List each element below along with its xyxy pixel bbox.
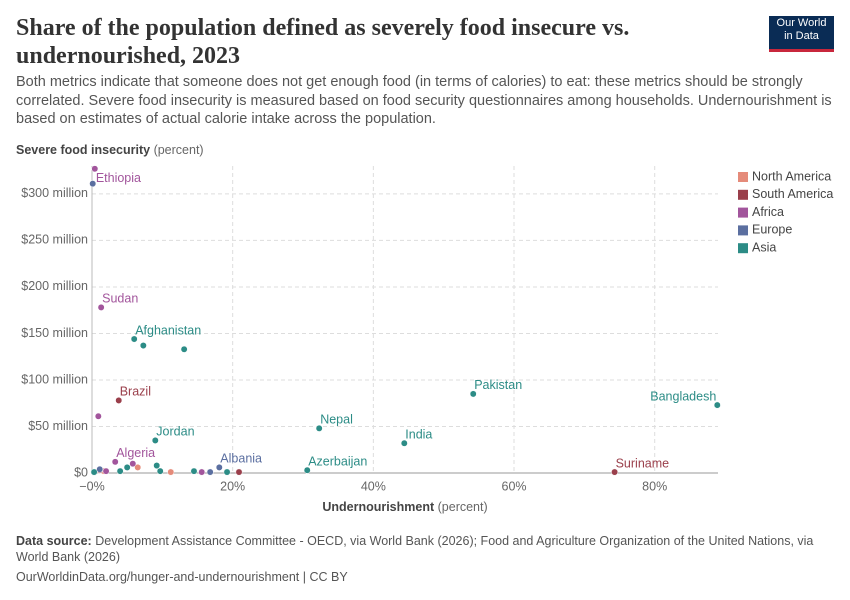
point-label: Sudan xyxy=(102,292,138,306)
x-tick-label: 80% xyxy=(642,479,667,493)
x-axis-unit: (percent) xyxy=(438,500,488,514)
y-tick-label: $0 xyxy=(74,465,88,479)
point-label: Brazil xyxy=(120,385,151,399)
y-tick-label: $250 million xyxy=(21,233,88,247)
legend-swatch xyxy=(738,225,748,236)
legend-label: Africa xyxy=(752,205,784,219)
y-tick-label: $50 million xyxy=(28,419,88,433)
point xyxy=(303,466,311,474)
point xyxy=(90,468,98,476)
logo-text: in Data xyxy=(784,30,819,42)
point xyxy=(97,303,105,311)
point xyxy=(94,412,102,420)
point xyxy=(315,424,323,432)
point xyxy=(129,460,137,468)
x-tick-label: 20% xyxy=(220,479,245,493)
legend-label: South America xyxy=(752,187,833,201)
point xyxy=(469,390,477,398)
point xyxy=(167,468,175,476)
point-label: Pakistan xyxy=(474,378,522,392)
point-label: India xyxy=(405,428,432,442)
point xyxy=(139,342,147,349)
point xyxy=(123,463,131,471)
point xyxy=(116,467,124,475)
x-tick-label: 40% xyxy=(361,479,386,493)
point xyxy=(215,463,223,471)
point xyxy=(91,165,99,173)
legend-swatch xyxy=(738,172,748,182)
point xyxy=(223,468,231,476)
footer: Data source: Development Assistance Comm… xyxy=(16,533,836,565)
point-label: Afghanistan xyxy=(135,323,201,337)
source-text: Development Assistance Committee - OECD,… xyxy=(16,534,814,564)
point-label: Azerbaijan xyxy=(308,455,367,469)
point xyxy=(156,467,164,475)
point xyxy=(180,345,188,353)
legend-label: Europe xyxy=(752,223,792,237)
chart: Severe food insecurity (percent) Underno… xyxy=(16,143,833,514)
point xyxy=(400,439,408,447)
point xyxy=(111,458,119,466)
legend-swatch xyxy=(738,189,748,200)
x-tick-label: −0% xyxy=(79,479,104,493)
point xyxy=(89,180,97,188)
point-label: Albania xyxy=(220,452,262,466)
point-label: Jordan xyxy=(156,425,194,439)
legend-label: North America xyxy=(752,169,831,183)
y-tick-label: $200 million xyxy=(21,279,88,293)
y-axis-unit: (percent) xyxy=(154,143,204,157)
chart-title: Share of the population defined as sever… xyxy=(16,15,630,69)
point xyxy=(134,463,142,471)
point xyxy=(153,462,161,470)
y-tick-label: $150 million xyxy=(21,326,88,340)
point-label: Ethiopia xyxy=(96,171,141,185)
y-axis-title: Severe food insecurity xyxy=(16,143,150,157)
chart-subtitle: Both metrics indicate that someone does … xyxy=(16,74,832,127)
point xyxy=(151,436,159,444)
point xyxy=(115,396,123,404)
point xyxy=(206,468,214,476)
point-label: Nepal xyxy=(320,413,353,427)
point-label: Suriname xyxy=(616,456,670,470)
legend-swatch xyxy=(738,207,748,218)
y-axis-label: Severe food insecurity (percent) xyxy=(16,143,204,157)
logo[interactable]: Our World in Data xyxy=(769,16,834,52)
point xyxy=(96,465,104,473)
point xyxy=(235,468,243,476)
x-axis-label: Undernourishment (percent) xyxy=(322,500,487,514)
point xyxy=(102,467,110,475)
y-tick-label: $100 million xyxy=(21,372,88,386)
point-label: Bangladesh xyxy=(650,389,716,403)
x-axis-title: Undernourishment xyxy=(322,500,435,514)
footer-url[interactable]: OurWorldinData.org/hunger-and-undernouri… xyxy=(16,570,348,584)
point xyxy=(190,467,198,475)
legend-swatch xyxy=(738,243,748,254)
legend-label: Asia xyxy=(752,240,776,254)
point xyxy=(713,401,721,409)
logo-text: Our World xyxy=(776,17,827,29)
x-tick-label: 60% xyxy=(502,479,527,493)
point-label: Algeria xyxy=(116,446,155,460)
point xyxy=(130,335,138,343)
y-tick-label: $300 million xyxy=(21,186,88,200)
source-label: Data source: xyxy=(16,534,92,548)
point xyxy=(611,468,619,476)
point xyxy=(198,468,206,476)
